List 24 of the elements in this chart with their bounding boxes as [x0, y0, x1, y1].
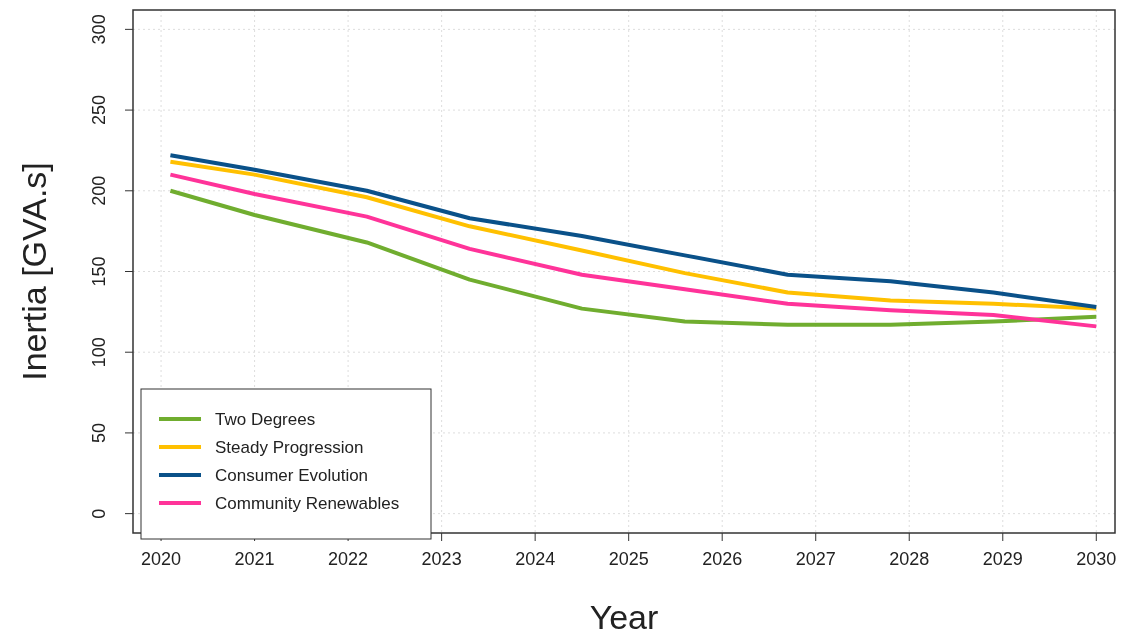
- x-tick-label: 2024: [515, 549, 556, 569]
- x-tick-label: 2020: [141, 549, 182, 569]
- x-axis-title: Year: [589, 598, 659, 636]
- x-tick-label: 2025: [608, 549, 649, 569]
- y-tick-label: 0: [89, 508, 109, 519]
- y-tick-label: 300: [89, 14, 109, 45]
- y-tick-label: 100: [89, 337, 109, 368]
- legend-label: Consumer Evolution: [215, 466, 369, 485]
- legend-label: Two Degrees: [215, 410, 316, 429]
- y-tick-label: 150: [89, 256, 109, 287]
- x-tick-label: 2029: [982, 549, 1023, 569]
- x-tick-label: 2022: [328, 549, 369, 569]
- x-tick-label: 2028: [889, 549, 930, 569]
- x-tick-label: 2023: [421, 549, 462, 569]
- x-tick-label: 2030: [1076, 549, 1117, 569]
- legend-label: Community Renewables: [215, 494, 400, 513]
- y-tick-label: 50: [89, 422, 109, 443]
- x-tick-label: 2027: [795, 549, 836, 569]
- y-tick-label: 250: [89, 95, 109, 126]
- x-tick-label: 2026: [702, 549, 743, 569]
- x-tick-label: 2021: [234, 549, 275, 569]
- y-tick-label: 200: [89, 175, 109, 206]
- y-axis-title: Inertia [GVA.s]: [15, 162, 53, 381]
- legend-label: Steady Progression: [215, 438, 364, 457]
